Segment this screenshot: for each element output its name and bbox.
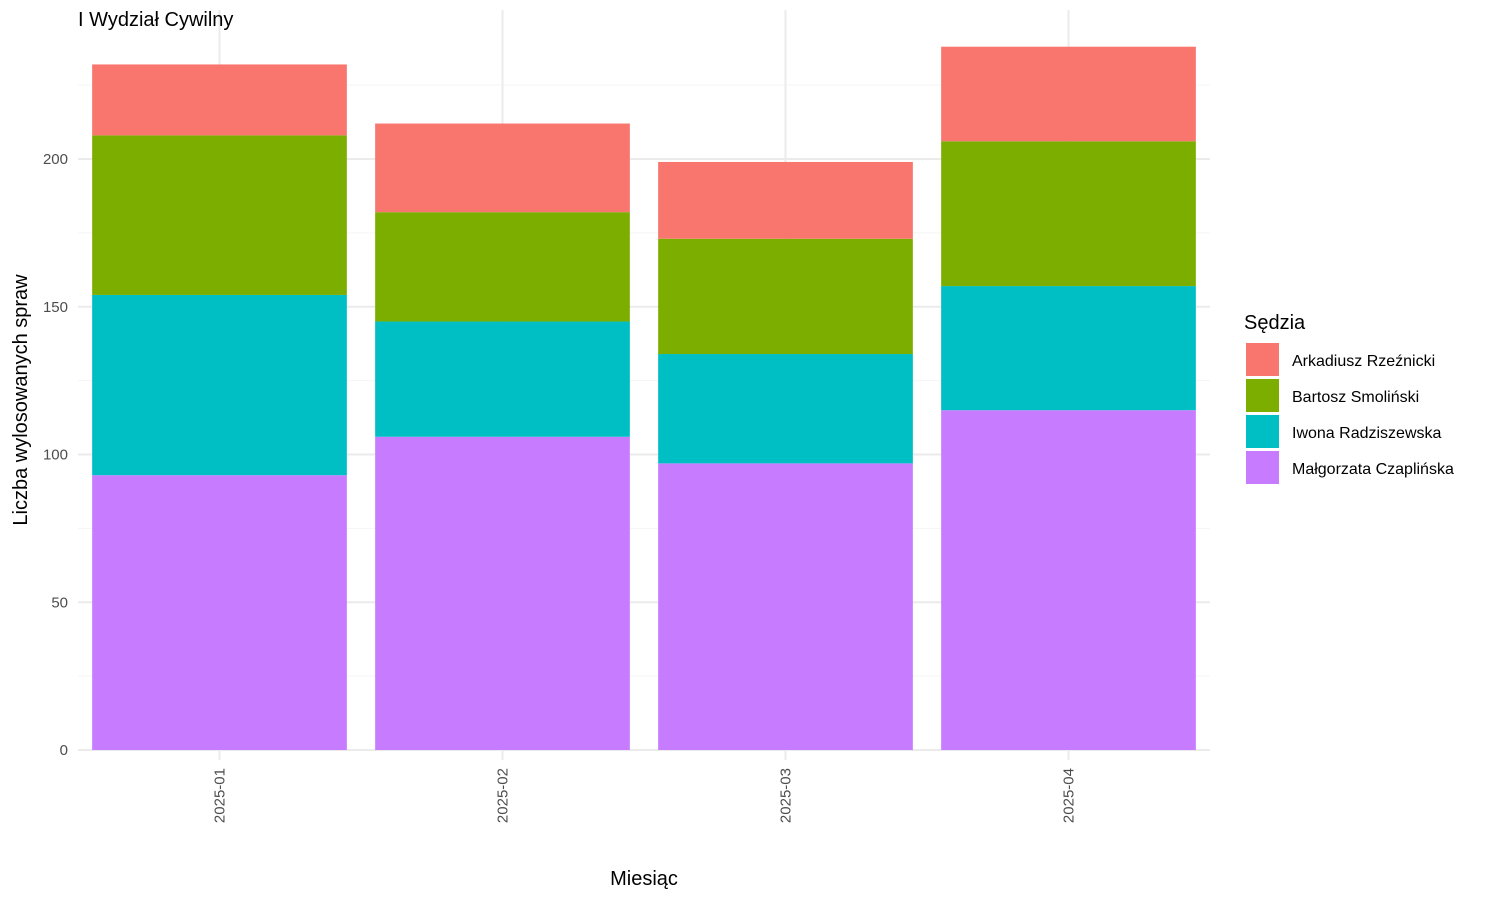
x-tick-label: 2025-04 (1061, 768, 1078, 823)
x-tick-label: 2025-03 (778, 768, 795, 823)
bar-segment (375, 321, 630, 437)
legend-swatch (1246, 343, 1279, 376)
bar-segment (658, 354, 913, 464)
legend-title: Sędzia (1244, 312, 1306, 334)
bar-segment (941, 46, 1196, 142)
chart-title: I Wydział Cywilny (78, 9, 233, 31)
bar-segment (658, 238, 913, 355)
x-tick-label: 2025-02 (495, 768, 512, 823)
bar-segment (375, 436, 630, 750)
legend-label: Arkadiusz Rzeźnicki (1292, 353, 1435, 370)
legend-swatch (1246, 415, 1279, 448)
y-tick-label: 50 (51, 594, 68, 611)
bar-segment (375, 123, 630, 213)
bars-layer (92, 46, 1196, 750)
bar-segment (92, 294, 347, 476)
legend-label: Bartosz Smoliński (1292, 389, 1419, 406)
legend-swatch (1246, 379, 1279, 412)
bar-segment (658, 463, 913, 750)
bar-segment (658, 161, 913, 239)
legend: Sędzia Arkadiusz Rzeźnicki Bartosz Smoliń… (1244, 312, 1454, 484)
bar-segment (92, 135, 347, 295)
x-tick-label: 2025-01 (212, 768, 229, 823)
y-tick-label: 150 (43, 299, 68, 316)
axes-layer: 0 50 100 150 200 2025-01 2025-02 2025-03 2025-04 (43, 151, 1078, 823)
y-tick-label: 200 (43, 151, 68, 168)
legend-label: Małgorzata Czaplińska (1292, 461, 1454, 478)
bar-segment (941, 141, 1196, 287)
x-axis-title: Miesiąc (610, 868, 678, 890)
y-tick-label: 100 (43, 447, 68, 464)
legend-swatch (1246, 451, 1279, 484)
legend-label: Iwona Radziszewska (1292, 425, 1442, 442)
bar-segment (941, 410, 1196, 750)
bar-segment (92, 64, 347, 136)
bar-segment (941, 286, 1196, 411)
bar-segment (375, 212, 630, 322)
y-tick-label: 0 (60, 742, 68, 759)
bar-segment (92, 475, 347, 750)
y-axis-title: Liczba wylosowanych spraw (10, 274, 32, 526)
